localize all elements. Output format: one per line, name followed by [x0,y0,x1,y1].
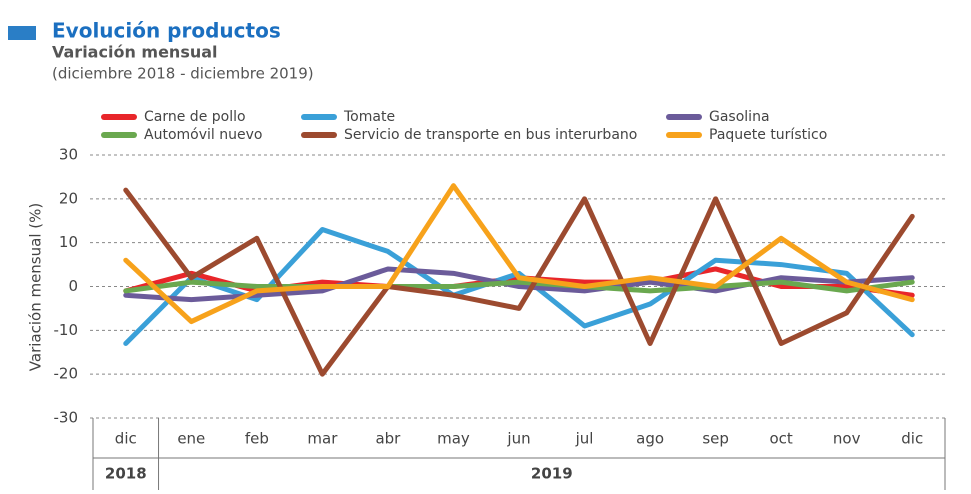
x-tick-label: dic [115,430,137,448]
x-tick-label: mar [307,430,338,448]
legend-label: Tomate [343,109,395,125]
x-tick-label: ene [177,430,205,448]
y-tick-label: 30 [59,146,78,164]
y-tick-label: 0 [68,277,78,295]
series-line [123,227,915,346]
legend-label: Paquete turístico [709,127,827,143]
y-tick-label: 10 [59,233,78,251]
legend-label: Automóvil nuevo [144,127,262,143]
chart-note: (diciembre 2018 - diciembre 2019) [52,65,314,83]
chart-subtitle: Variación mensual [52,43,218,62]
legend-label: Servicio de transporte en bus interurban… [344,127,637,143]
x-tick-label: may [437,430,470,448]
x-tick-label: dic [901,430,923,448]
title-marker [8,26,36,40]
x-tick-label: abr [375,430,401,448]
series-line [123,183,915,325]
series-line [123,279,915,294]
series-line [123,187,915,377]
y-axis-label: Variación mensual (%) [27,203,45,371]
x-tick-label: nov [833,430,861,448]
x-tick-label: ago [636,430,664,448]
y-tick-label: -10 [54,321,79,339]
y-tick-label: 20 [59,189,78,207]
series-line [123,266,915,303]
x-tick-label: jun [506,430,530,448]
y-tick-label: -20 [54,365,79,383]
year-label: 2018 [105,465,147,483]
x-tick-label: jul [575,430,594,448]
legend-label: Carne de pollo [144,109,246,125]
year-label: 2019 [531,465,573,483]
legend-label: Gasolina [709,109,770,125]
chart-title: Evolución productos [52,19,281,43]
x-tick-label: feb [245,430,269,448]
x-tick-label: sep [702,430,729,448]
x-tick-label: oct [769,430,792,448]
y-tick-label: -30 [54,409,79,427]
